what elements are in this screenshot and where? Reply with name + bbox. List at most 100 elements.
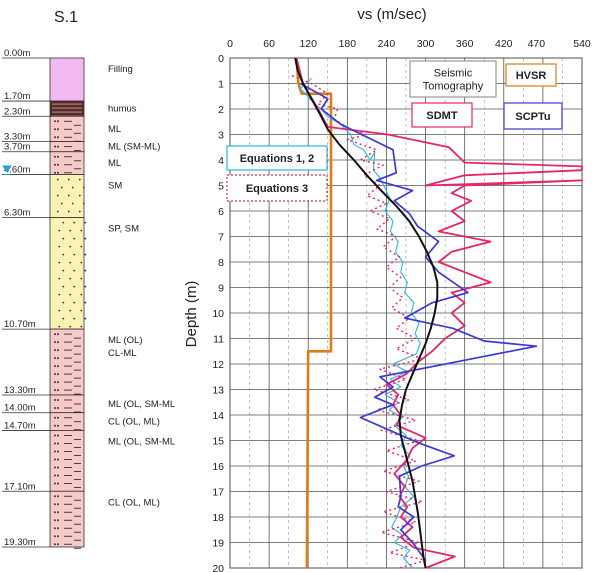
sand-dot [84, 269, 87, 272]
sand-dot [69, 229, 72, 232]
silt-dot [54, 145, 56, 148]
x-tick-label: 420 [495, 38, 513, 50]
sand-dot [71, 186, 74, 189]
sand-dot [84, 285, 87, 288]
y-tick-label: 16 [212, 461, 224, 473]
silt-dot [54, 458, 56, 461]
y-tick-label: 19 [212, 538, 224, 550]
sand-dot [84, 253, 87, 256]
legend-box [409, 60, 497, 98]
sand-dot [69, 261, 72, 264]
sand-dot [69, 245, 72, 248]
depth-label: 17.10m [4, 481, 36, 492]
sand-dot [62, 253, 65, 256]
silt-dot [57, 495, 59, 498]
silt-dot [57, 398, 59, 401]
sand-dot [80, 229, 83, 232]
layer-label: ML [108, 158, 121, 169]
silt-dot [57, 163, 59, 166]
depth-label: 10.70m [4, 319, 36, 330]
silt-dot [54, 519, 56, 522]
silt-dot [57, 482, 59, 485]
silt-dot [54, 357, 56, 360]
sand-dot [62, 317, 65, 320]
sand-dot [62, 269, 65, 272]
silt-dot [54, 128, 56, 131]
y-tick-label: 3 [218, 130, 224, 142]
layer-11 [49, 490, 85, 548]
y-tick-label: 1 [218, 79, 224, 91]
sand-dot [62, 285, 65, 288]
silt-dot [54, 398, 56, 401]
silt-dot [57, 389, 59, 392]
sand-dot [71, 202, 74, 205]
silt-dot [54, 424, 56, 427]
sand-dot [80, 309, 83, 312]
sand-dot [73, 253, 76, 256]
sand-dot [58, 245, 61, 248]
x-tick-label: 0 [227, 38, 233, 50]
y-tick-label: 18 [212, 512, 224, 524]
layer-0 [49, 57, 85, 102]
x-tick-label: 470 [528, 38, 546, 50]
sand-dot [78, 194, 81, 197]
water-table-icon [2, 165, 12, 173]
layer-label: ML [108, 124, 121, 135]
layer-6 [49, 217, 85, 330]
log-title: S.1 [54, 9, 78, 26]
silt-dot [54, 136, 56, 139]
x-tick-label: 60 [263, 38, 275, 50]
silt-dot [57, 416, 59, 419]
sand-dot [58, 229, 61, 232]
sand-dot [80, 293, 83, 296]
y-tick-label: 14 [212, 410, 224, 422]
sand-dot [78, 210, 81, 213]
silt-dot [57, 373, 59, 376]
layer-label: CL-ML [108, 348, 137, 359]
y-tick-label: 7 [218, 232, 224, 244]
y-tick-label: 10 [212, 308, 224, 320]
y-tick-label: 9 [218, 283, 224, 295]
silt-dot [57, 349, 59, 352]
layer-1 [49, 100, 85, 117]
silt-dot [57, 381, 59, 384]
depth-label: 19.30m [4, 537, 36, 548]
silt-dot [54, 365, 56, 368]
y-tick-label: 2 [218, 104, 224, 116]
sand-dot [73, 237, 76, 240]
y-tick-label: 20 [212, 563, 224, 572]
layer-label: ML (OL) [108, 335, 142, 346]
silt-dot [54, 341, 56, 344]
silt-dot [57, 120, 59, 123]
sand-dot [58, 325, 61, 328]
silt-dot [54, 450, 56, 453]
y-tick-label: 17 [212, 487, 224, 499]
legend-box [411, 102, 473, 128]
silt-dot [57, 519, 59, 522]
layer-label: CL (OL, ML) [108, 417, 160, 428]
silt-dot [57, 458, 59, 461]
silt-dot [57, 535, 59, 538]
silt-dot [54, 511, 56, 514]
layer-label: CL (OL, ML) [108, 497, 160, 508]
y-tick-label: 13 [212, 385, 224, 397]
y-tick-label: 12 [212, 359, 224, 371]
y-tick-label: 11 [213, 334, 224, 346]
silt-dot [54, 434, 56, 437]
depth-label: 0.00m [4, 48, 30, 59]
sand-dot [69, 277, 72, 280]
layer-10 [49, 430, 85, 492]
legend-label: Equations 1, 2 [240, 153, 315, 165]
depth-label: 14.70m [4, 420, 36, 431]
silt-dot [57, 511, 59, 514]
depth-label: 3.30m [4, 132, 30, 143]
silt-dot [57, 365, 59, 368]
silt-dot [57, 341, 59, 344]
series-equations-1-2 [299, 77, 421, 569]
depth-label: 13.30m [4, 385, 36, 396]
sand-dot [58, 277, 61, 280]
x-tick-label: 180 [339, 38, 357, 50]
legend-label: Seismic [434, 68, 473, 80]
y-axis-label: Depth (m) [183, 281, 200, 348]
